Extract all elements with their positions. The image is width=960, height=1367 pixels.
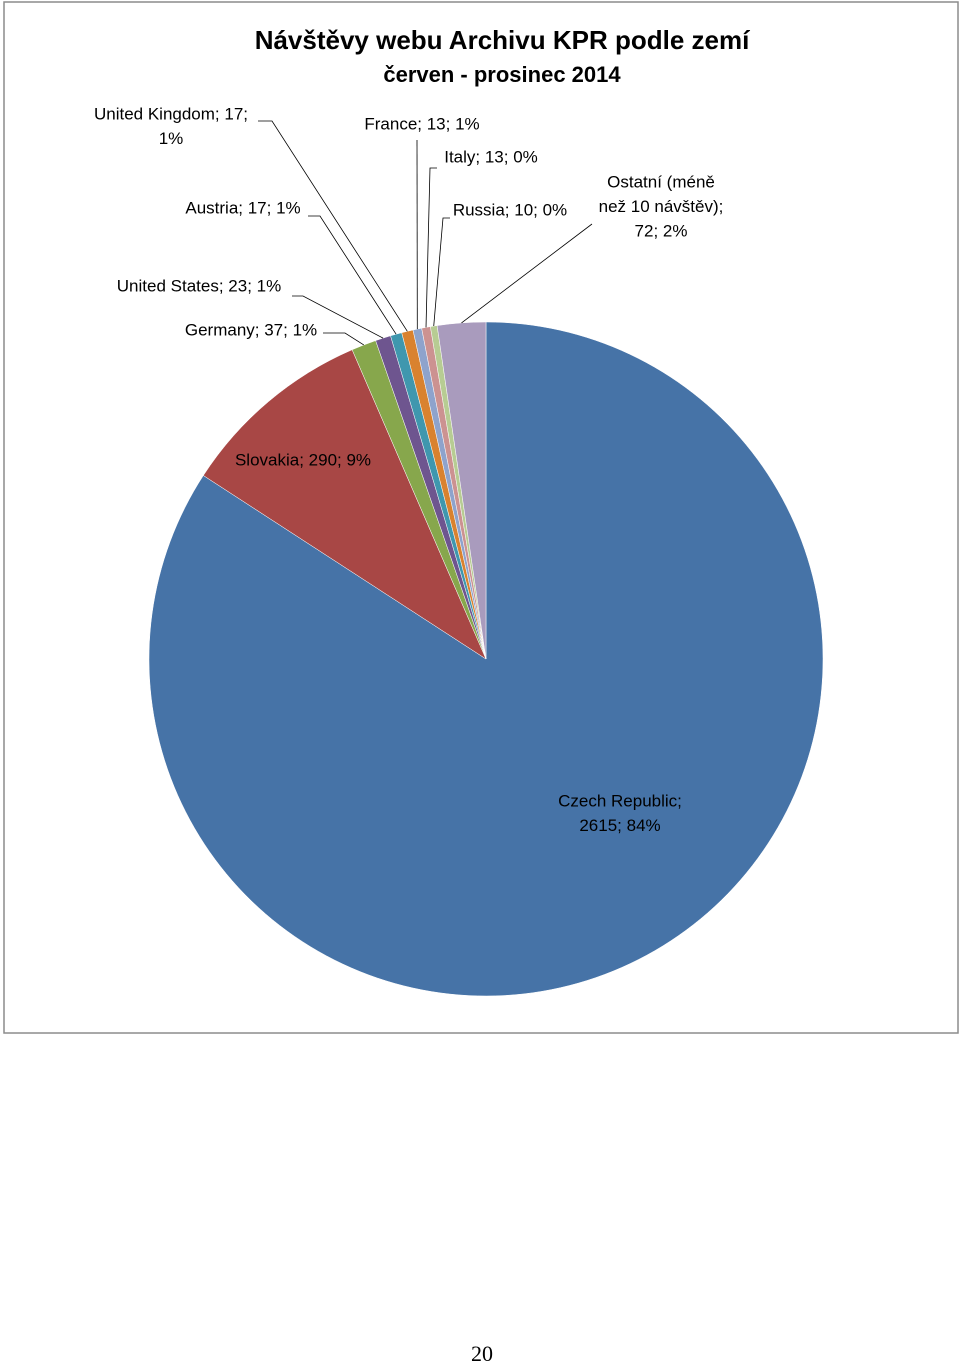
data-label: France; 13; 1% [364,114,479,133]
data-label: Russia; 10; 0% [453,200,567,219]
pie: Czech Republic; 2615; 84% Slovakia; 290; 9… [94,104,824,997]
data-label: 2615; 84% [579,816,660,835]
data-label: Czech Republic; [558,791,682,810]
data-label: United Kingdom; 17; [94,104,248,123]
leader-line [425,167,437,328]
pie-slice [203,349,487,660]
data-label: 1% [159,129,184,148]
leader-line [323,332,365,346]
data-label: Austria; 17; 1% [185,198,300,217]
data-label: Slovakia; 290; 9% [235,450,371,469]
chart-subtitle: červen - prosinec 2014 [383,62,621,87]
data-label: Ostatní (méně [607,172,715,191]
data-label: 72; 2% [635,221,688,240]
data-label: než 10 návštěv); [599,197,724,216]
page-number: 20 [471,1341,493,1366]
data-label: Italy; 13; 0% [444,147,538,166]
chart-title: Návštěvy webu Archivu KPR podle zemí [255,25,750,55]
leader-line [433,217,450,327]
leader-line [258,120,408,332]
leader-line [308,215,397,335]
leader-line [292,295,384,339]
leader-line [461,223,593,324]
data-label: Germany; 37; 1% [185,320,317,339]
data-label: United States; 23; 1% [117,276,281,295]
